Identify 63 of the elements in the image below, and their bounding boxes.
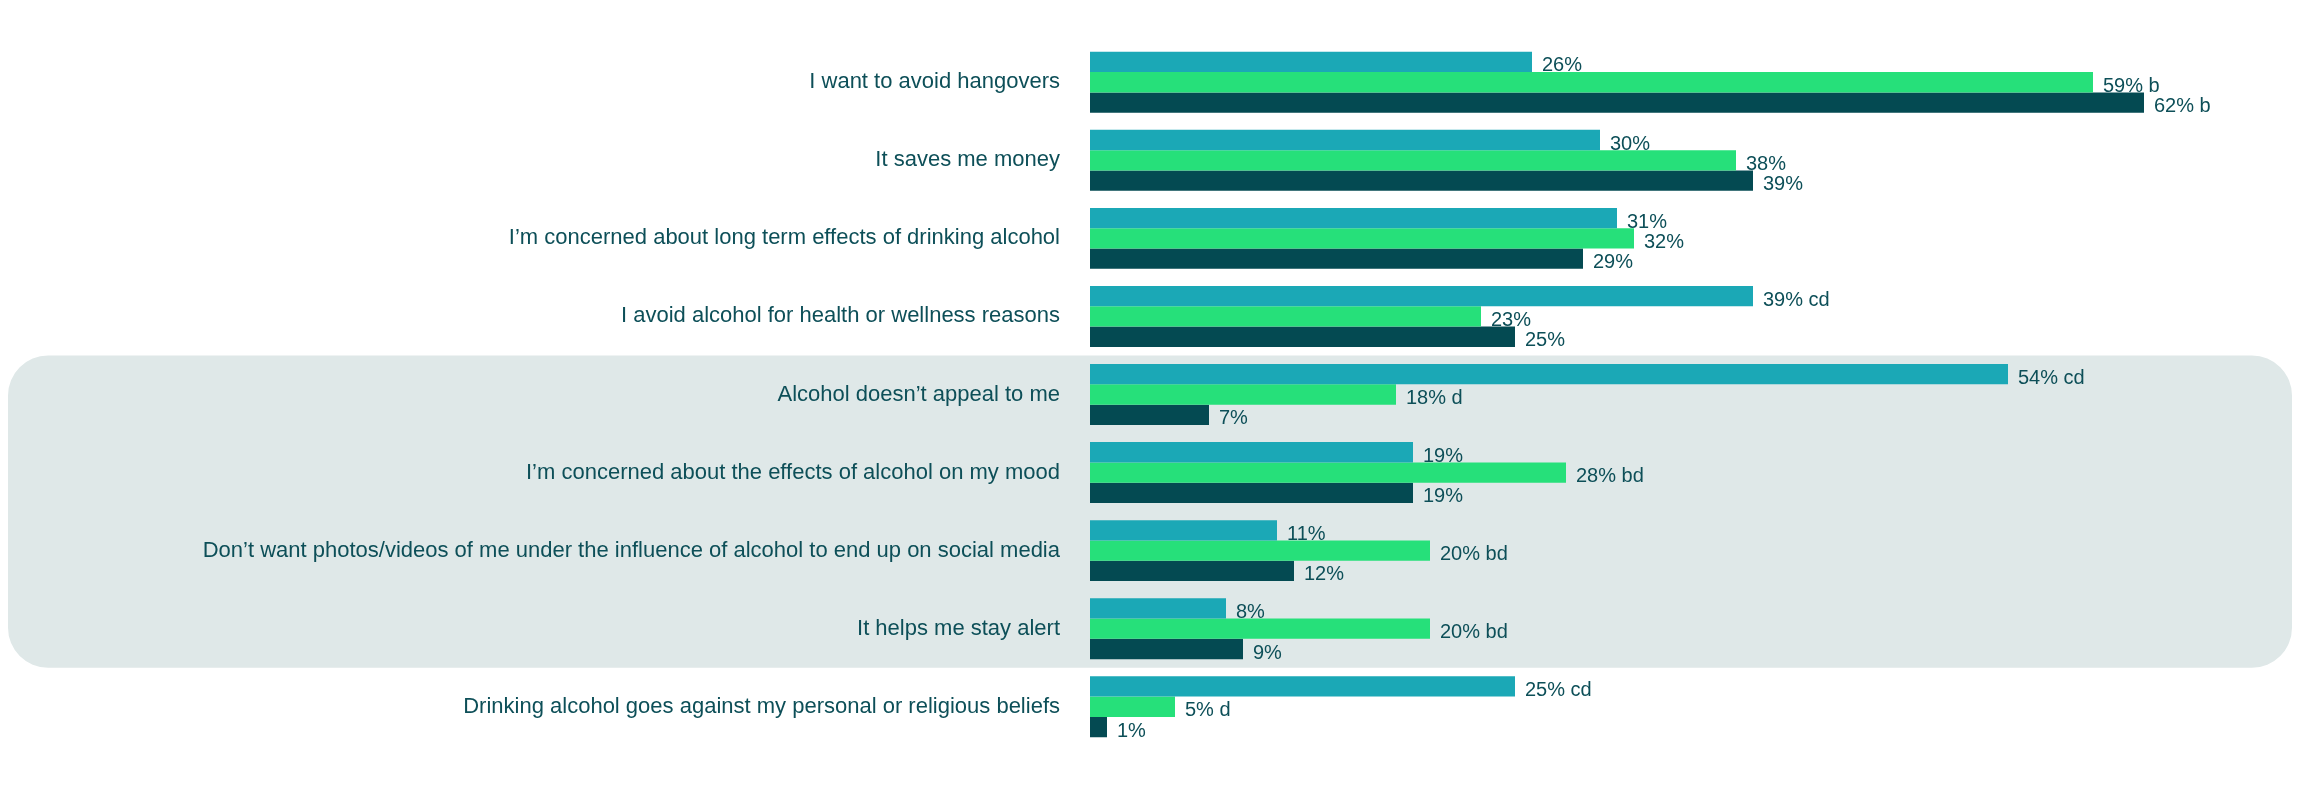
bar xyxy=(1090,618,1430,639)
data-label: 19% xyxy=(1423,484,1464,507)
bar xyxy=(1090,72,2093,93)
bar xyxy=(1090,676,1515,697)
y-tick-label: Alcohol doesn’t appeal to me xyxy=(777,380,1060,406)
bar xyxy=(1090,716,1107,738)
data-label: 5% d xyxy=(1185,698,1231,721)
data-label: 8% xyxy=(1236,599,1266,622)
y-tick-label: It helps me stay alert xyxy=(857,614,1060,640)
bar xyxy=(1090,404,1209,425)
y-tick-label: I want to avoid hangovers xyxy=(809,68,1060,94)
bar xyxy=(1090,285,1753,307)
data-label: 38% xyxy=(1746,151,1787,174)
bar xyxy=(1090,638,1243,660)
data-label: 30% xyxy=(1610,131,1651,154)
data-label: 23% xyxy=(1491,307,1532,330)
bar xyxy=(1090,92,2144,113)
bar xyxy=(1090,170,1753,191)
data-label: 25% xyxy=(1525,328,1566,351)
data-label: 26% xyxy=(1542,53,1583,76)
bar xyxy=(1090,306,1481,327)
bar xyxy=(1090,207,1617,229)
data-label: 54% cd xyxy=(2018,365,2085,388)
bar xyxy=(1090,696,1175,717)
y-tick-label: Drinking alcohol goes against my personal or religious beliefs xyxy=(463,692,1060,718)
data-label: 12% xyxy=(1304,562,1345,585)
data-label: 18% d xyxy=(1406,386,1463,409)
data-label: 20% bd xyxy=(1440,542,1508,565)
y-tick-label: I’m concerned about the effects of alcohol on my mood xyxy=(525,458,1060,484)
data-label: 29% xyxy=(1593,250,1634,273)
bar xyxy=(1090,129,1600,151)
bar xyxy=(1090,482,1413,504)
data-label: 59% b xyxy=(2103,73,2160,96)
y-tick-label: I’m concerned about long term effects of drinking alcohol xyxy=(508,224,1060,250)
data-label: 39% xyxy=(1763,172,1804,195)
bar xyxy=(1090,442,1413,463)
data-label: 25% cd xyxy=(1525,677,1592,700)
data-label: 7% xyxy=(1219,406,1249,429)
bar xyxy=(1090,248,1583,269)
bar xyxy=(1090,150,1736,171)
bar xyxy=(1090,51,1532,73)
data-label: 31% xyxy=(1627,209,1668,232)
data-label: 11% xyxy=(1287,521,1326,544)
bar xyxy=(1090,228,1634,249)
bar xyxy=(1090,364,2008,385)
bar xyxy=(1090,560,1294,582)
data-label: 1% xyxy=(1117,718,1147,741)
y-tick-label: Don’t want photos/videos of me under the influence of alcohol to end up on social media xyxy=(202,536,1061,562)
data-label: 39% cd xyxy=(1763,287,1830,310)
bar xyxy=(1090,520,1277,541)
bar xyxy=(1090,326,1515,347)
data-label: 9% xyxy=(1253,640,1283,663)
bar xyxy=(1090,540,1430,561)
y-tick-label: I avoid alcohol for health or wellness reasons xyxy=(620,302,1060,328)
data-label: 20% bd xyxy=(1440,620,1508,643)
data-label: 28% bd xyxy=(1576,464,1644,487)
y-tick-label: It saves me money xyxy=(875,146,1060,172)
data-label: 19% xyxy=(1423,443,1464,466)
data-label: 62% b xyxy=(2154,94,2211,117)
bar xyxy=(1090,384,1396,405)
data-label: 32% xyxy=(1644,229,1685,252)
bar xyxy=(1090,598,1226,619)
bar xyxy=(1090,462,1566,483)
